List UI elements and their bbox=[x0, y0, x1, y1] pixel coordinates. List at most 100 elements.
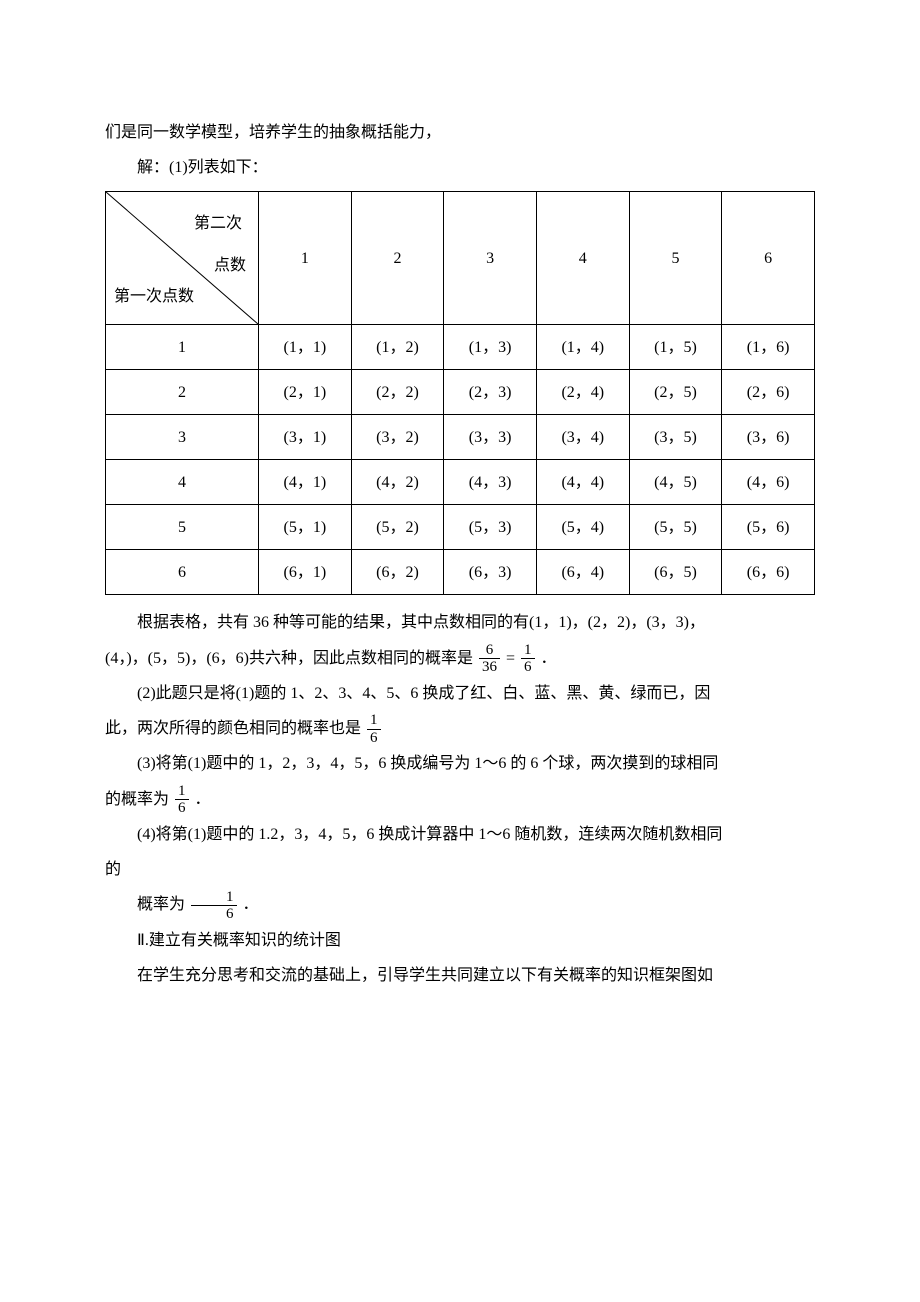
table-row: 1 (1，1) (1，2) (1，3) (1，4) (1，5) (1，6) bbox=[106, 325, 815, 370]
denominator: 6 bbox=[175, 800, 189, 817]
cell: (2，6) bbox=[722, 370, 815, 415]
cell: (1，1) bbox=[259, 325, 352, 370]
cell: (4，2) bbox=[351, 460, 444, 505]
section-2-title: Ⅱ.建立有关概率知识的统计图 bbox=[105, 923, 815, 958]
paragraph-closing: 在学生充分思考和交流的基础上，引导学生共同建立以下有关概率的知识框架图如 bbox=[105, 958, 815, 993]
fraction: 16 bbox=[175, 783, 189, 817]
numerator: 1 bbox=[367, 712, 381, 730]
outcome-table: 第二次 点数 第一次点数 1 2 3 4 5 6 1 (1，1) (1，2) (… bbox=[105, 191, 815, 595]
fraction: 16 bbox=[367, 712, 381, 746]
paragraph-4b: 的 bbox=[105, 852, 815, 887]
cell: (4，5) bbox=[629, 460, 722, 505]
text: (2)此题只是将(1)题的 1、2、3、4、5、6 换成了红、白、蓝、黑、黄、绿… bbox=[137, 685, 710, 702]
col-header: 6 bbox=[722, 192, 815, 325]
cell: (6，5) bbox=[629, 550, 722, 595]
cell: (2，1) bbox=[259, 370, 352, 415]
cell: (2，5) bbox=[629, 370, 722, 415]
paragraph-2b: 此，两次所得的颜色相同的概率也是 16 bbox=[105, 711, 815, 746]
table-row: 5 (5，1) (5，2) (5，3) (5，4) (5，5) (5，6) bbox=[106, 505, 815, 550]
text: 解：(1)列表如下： bbox=[137, 159, 268, 176]
text: 的 bbox=[105, 861, 121, 878]
cell: (5，4) bbox=[536, 505, 629, 550]
paragraph-4c: 概率为 16 ． bbox=[105, 887, 815, 922]
paragraph-intro: 们是同一数学模型，培养学生的抽象概括能力， bbox=[105, 115, 815, 150]
fraction: 16 bbox=[521, 642, 535, 676]
cell: (2，4) bbox=[536, 370, 629, 415]
cell: (3，3) bbox=[444, 415, 537, 460]
cell: (6，3) bbox=[444, 550, 537, 595]
cell: (1，5) bbox=[629, 325, 722, 370]
text: 概率为 bbox=[137, 896, 185, 913]
col-header: 5 bbox=[629, 192, 722, 325]
header-top-label: 第二次 bbox=[194, 206, 242, 241]
cell: (5，5) bbox=[629, 505, 722, 550]
numerator: 1 bbox=[191, 889, 237, 907]
cell: (1，3) bbox=[444, 325, 537, 370]
row-header: 1 bbox=[106, 325, 259, 370]
table-row: 4 (4，1) (4，2) (4，3) (4，4) (4，5) (4，6) bbox=[106, 460, 815, 505]
denominator: 6 bbox=[191, 906, 237, 923]
cell: (4，3) bbox=[444, 460, 537, 505]
fraction: 16 bbox=[191, 889, 237, 923]
table-row: 2 (2，1) (2，2) (2，3) (2，4) (2，5) (2，6) bbox=[106, 370, 815, 415]
numerator: 6 bbox=[479, 642, 500, 660]
cell: (5，2) bbox=[351, 505, 444, 550]
period: ． bbox=[243, 896, 259, 913]
col-header: 4 bbox=[536, 192, 629, 325]
cell: (3，1) bbox=[259, 415, 352, 460]
numerator: 1 bbox=[175, 783, 189, 801]
table-row: 6 (6，1) (6，2) (6，3) (6，4) (6，5) (6，6) bbox=[106, 550, 815, 595]
cell: (4，1) bbox=[259, 460, 352, 505]
header-mid-label: 点数 bbox=[214, 248, 246, 283]
text: Ⅱ.建立有关概率知识的统计图 bbox=[137, 932, 341, 949]
text: (3)将第(1)题中的 1，2，3，4，5，6 换成编号为 1～6 的 6 个球… bbox=[137, 755, 718, 772]
cell: (6，2) bbox=[351, 550, 444, 595]
cell: (3，4) bbox=[536, 415, 629, 460]
cell: (3，2) bbox=[351, 415, 444, 460]
cell: (1，2) bbox=[351, 325, 444, 370]
text: 在学生充分思考和交流的基础上，引导学生共同建立以下有关概率的知识框架图如 bbox=[137, 967, 713, 984]
period: ． bbox=[195, 791, 211, 808]
row-header: 4 bbox=[106, 460, 259, 505]
paragraph-3a: (3)将第(1)题中的 1，2，3，4，5，6 换成编号为 1～6 的 6 个球… bbox=[105, 746, 815, 781]
header-bottom-label: 第一次点数 bbox=[114, 279, 194, 314]
text: (4)将第(1)题中的 1.2，3，4，5，6 换成计算器中 1～6 随机数，连… bbox=[137, 826, 722, 843]
cell: (1，6) bbox=[722, 325, 815, 370]
cell: (5，1) bbox=[259, 505, 352, 550]
cell: (4，4) bbox=[536, 460, 629, 505]
paragraph-4a: (4)将第(1)题中的 1.2，3，4，5，6 换成计算器中 1～6 随机数，连… bbox=[105, 817, 815, 852]
denominator: 6 bbox=[521, 659, 535, 676]
table-header-row: 第二次 点数 第一次点数 1 2 3 4 5 6 bbox=[106, 192, 815, 325]
row-header: 3 bbox=[106, 415, 259, 460]
text: 的概率为 bbox=[105, 791, 169, 808]
document-page: 们是同一数学模型，培养学生的抽象概括能力， 解：(1)列表如下： 第二次 点数 … bbox=[0, 0, 920, 1302]
denominator: 6 bbox=[367, 730, 381, 747]
paragraph-2a: (2)此题只是将(1)题的 1、2、3、4、5、6 换成了红、白、蓝、黑、黄、绿… bbox=[105, 676, 815, 711]
period: ． bbox=[541, 650, 557, 667]
cell: (5，3) bbox=[444, 505, 537, 550]
text: 根据表格，共有 36 种等可能的结果，其中点数相同的有(1，1)，(2，2)，(… bbox=[137, 614, 705, 631]
denominator: 36 bbox=[479, 659, 500, 676]
cell: (2，2) bbox=[351, 370, 444, 415]
table-row: 3 (3，1) (3，2) (3，3) (3，4) (3，5) (3，6) bbox=[106, 415, 815, 460]
cell: (5，6) bbox=[722, 505, 815, 550]
text: (4，)，(5，5)，(6，6)共六种，因此点数相同的概率是 bbox=[105, 650, 473, 667]
col-header: 1 bbox=[259, 192, 352, 325]
cell: (4，6) bbox=[722, 460, 815, 505]
row-header: 2 bbox=[106, 370, 259, 415]
text: 此，两次所得的颜色相同的概率也是 bbox=[105, 720, 361, 737]
paragraph-solution-head: 解：(1)列表如下： bbox=[105, 150, 815, 185]
col-header: 3 bbox=[444, 192, 537, 325]
cell: (6，4) bbox=[536, 550, 629, 595]
text: 们是同一数学模型，培养学生的抽象概括能力， bbox=[105, 124, 441, 141]
paragraph-result-1b: (4，)，(5，5)，(6，6)共六种，因此点数相同的概率是 636 = 16 … bbox=[105, 641, 815, 676]
cell: (2，3) bbox=[444, 370, 537, 415]
paragraph-3b: 的概率为 16 ． bbox=[105, 782, 815, 817]
row-header: 6 bbox=[106, 550, 259, 595]
cell: (3，5) bbox=[629, 415, 722, 460]
equals-sign: = bbox=[506, 650, 519, 667]
fraction: 636 bbox=[479, 642, 500, 676]
diagonal-header-cell: 第二次 点数 第一次点数 bbox=[106, 192, 259, 325]
col-header: 2 bbox=[351, 192, 444, 325]
cell: (1，4) bbox=[536, 325, 629, 370]
